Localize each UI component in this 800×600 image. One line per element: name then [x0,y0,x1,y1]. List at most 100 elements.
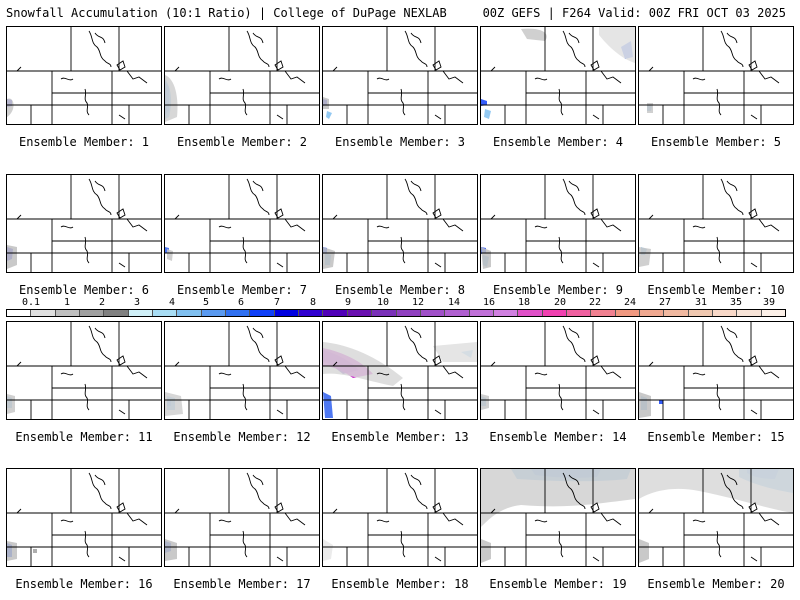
member-label: Ensemble Member: 18 [331,577,469,591]
state-boundary [692,372,706,376]
state-boundary [116,208,126,219]
state-boundary [242,236,248,264]
colorbar-segment [299,310,324,316]
state-boundary [600,512,622,526]
ensemble-map-panel[interactable] [322,174,478,273]
colorbar-tick-label: 18 [517,297,531,308]
state-boundary [218,77,232,81]
state-boundary [246,472,270,510]
state-boundary [758,218,780,232]
ensemble-map-panel[interactable] [322,321,478,420]
state-boundary [60,225,74,229]
colorbar-segment [420,310,446,316]
ensemble-map-panel[interactable] [322,468,478,567]
ensemble-map-panel[interactable] [638,321,794,420]
ensemble-map-panel[interactable] [164,174,320,273]
ensemble-map-panel[interactable] [480,174,636,273]
snowfall-shade [7,394,15,414]
state-boundary [242,88,248,116]
colorbar-segment [55,310,81,316]
colorbar-segment [591,310,616,316]
state-boundary [562,178,586,216]
state-boundary [284,512,306,526]
colorbar-tick-label: 16 [482,297,496,308]
state-boundary [568,474,580,486]
ensemble-map-panel[interactable] [480,468,636,567]
state-boundary [568,327,580,339]
ensemble-map-panel[interactable] [164,26,320,125]
ensemble-map-panel[interactable] [638,468,794,567]
colorbar-segment [445,310,470,316]
colorbar-tick-label: 27 [658,297,672,308]
state-boundary [434,262,442,268]
state-boundary [726,474,738,486]
colorbar-segment [639,310,665,316]
state-boundary [376,225,390,229]
state-boundary [88,30,112,68]
snowfall-shade [323,539,333,561]
state-boundary [88,472,112,510]
state-boundary [400,530,406,558]
base-map [481,27,635,124]
state-boundary [218,519,232,523]
state-boundary [94,180,106,192]
state-boundary [748,60,758,71]
state-boundary [758,512,780,526]
colorbar-segment [542,310,567,316]
ensemble-map-panel[interactable] [322,26,478,125]
member-label: Ensemble Member: 2 [176,135,308,149]
state-boundary [720,325,744,363]
state-boundary [116,502,126,513]
state-boundary [534,519,548,523]
state-boundary [720,472,744,510]
colorbar-tick-label: 14 [447,297,461,308]
member-label: Ensemble Member: 14 [489,430,627,444]
state-boundary [116,355,126,366]
colorbar-tick-label: 39 [762,297,776,308]
state-boundary [534,225,548,229]
member-label: Ensemble Member: 6 [18,283,150,297]
colorbar-segment [226,310,251,316]
state-boundary [590,208,600,219]
state-boundary [218,372,232,376]
snowfall-shade [647,103,653,113]
state-boundary [126,218,148,232]
state-boundary [332,508,338,514]
snowfall-shade [639,469,793,513]
colorbar-segment [396,310,421,316]
state-boundary [284,70,306,84]
state-boundary [748,355,758,366]
ensemble-map-panel[interactable] [6,468,162,567]
state-boundary [60,519,74,523]
ensemble-map-panel[interactable] [164,321,320,420]
colorbar-segment [347,310,373,316]
base-map [481,175,635,272]
snowfall-shade [481,394,489,410]
member-label: Ensemble Member: 13 [331,430,469,444]
member-label: Ensemble Member: 19 [489,577,627,591]
state-boundary [332,361,338,367]
ensemble-map-panel[interactable] [164,468,320,567]
ensemble-map-panel[interactable] [638,26,794,125]
ensemble-map-panel[interactable] [480,26,636,125]
state-boundary [376,519,390,523]
state-boundary [534,372,548,376]
colorbar-segment [201,310,227,316]
state-boundary [94,32,106,44]
ensemble-map-panel[interactable] [6,174,162,273]
state-boundary [410,327,422,339]
state-boundary [274,60,284,71]
base-map [481,322,635,419]
state-boundary [174,361,180,367]
state-boundary [490,508,496,514]
ensemble-map-panel[interactable] [6,26,162,125]
ensemble-map-panel[interactable] [6,321,162,420]
ensemble-map-panel[interactable] [638,174,794,273]
base-map [639,175,793,272]
state-boundary [84,236,90,264]
ensemble-map-panel[interactable] [480,321,636,420]
state-boundary [94,327,106,339]
state-boundary [274,208,284,219]
state-boundary [442,70,464,84]
state-boundary [118,409,126,415]
